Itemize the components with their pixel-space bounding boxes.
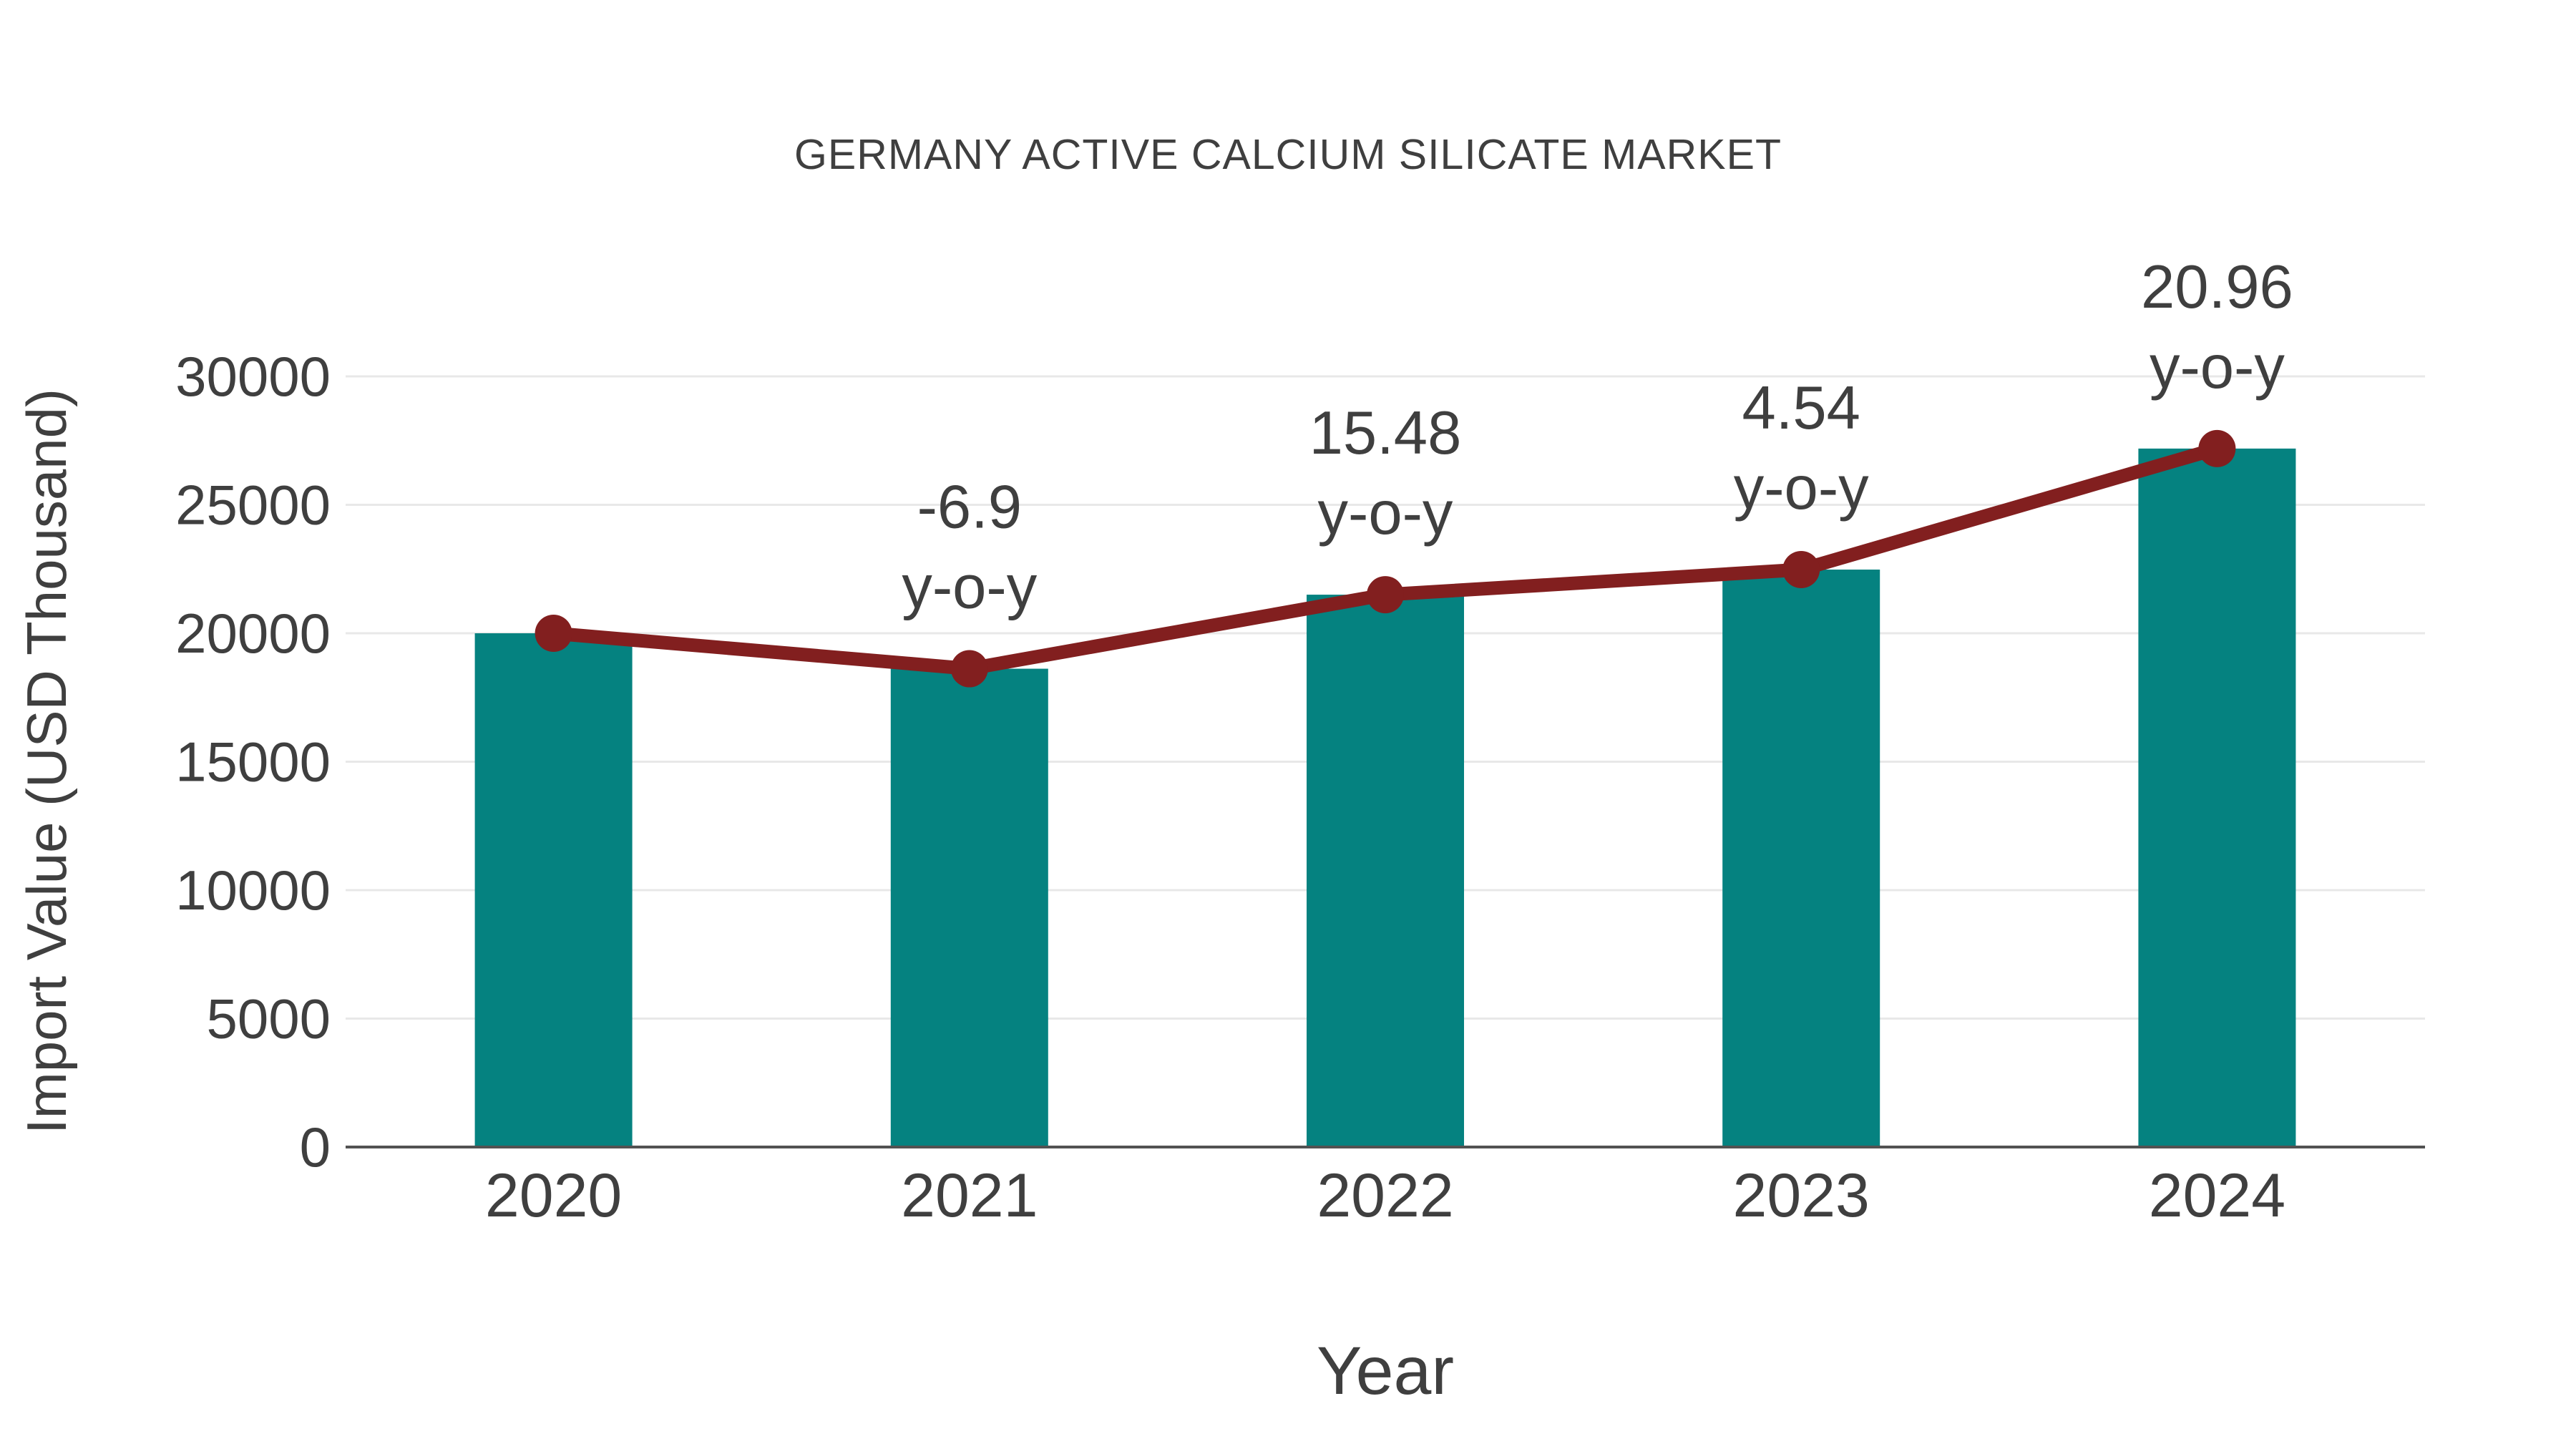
data-point-marker-2021: [950, 650, 988, 688]
trend-line-group: [535, 429, 2236, 688]
bar-2021: [890, 668, 1048, 1147]
bar-2022: [1307, 595, 1464, 1147]
bars-group: [474, 448, 2296, 1147]
x-tick-label-2022: 2022: [1317, 1161, 1453, 1230]
yoy-annotation-value-2023: 4.54: [1742, 374, 1860, 442]
data-point-marker-2023: [1782, 551, 1820, 589]
x-tick-label-2024: 2024: [2149, 1161, 2285, 1230]
data-point-marker-2022: [1367, 576, 1404, 614]
yoy-annotation-suffix-2023: y-o-y: [1734, 454, 1869, 522]
x-tick-label-2023: 2023: [1733, 1161, 1870, 1230]
yoy-annotation-value-2022: 15.48: [1309, 399, 1462, 467]
annotations-group: -6.9 y-o-y 15.48 y-o-y 4.54 y-o-y 20.96 y-o-y: [902, 253, 2293, 622]
y-tick-label-20000: 20000: [175, 602, 331, 665]
chart-title: GERMANY ACTIVE CALCIUM SILICATE MARKET: [794, 131, 1782, 178]
y-tick-label-25000: 25000: [175, 474, 331, 537]
y-tick-labels-group: 0 5000 10000 15000 20000 25000 30000: [175, 345, 331, 1179]
bar-2023: [1722, 570, 1880, 1147]
y-tick-label-10000: 10000: [175, 859, 331, 922]
y-tick-label-30000: 30000: [175, 345, 331, 408]
yoy-annotation-value-2021: -6.9: [917, 474, 1022, 542]
y-tick-label-0: 0: [300, 1116, 331, 1179]
bar-2020: [474, 633, 633, 1147]
yoy-annotation-value-2024: 20.96: [2141, 253, 2293, 321]
x-tick-labels-group: 2020 2021 2022 2023 2024: [485, 1161, 2285, 1230]
data-point-marker-2020: [535, 615, 572, 652]
y-tick-label-15000: 15000: [175, 731, 331, 794]
y-tick-label-5000: 5000: [206, 987, 331, 1050]
y-axis-title: Import Value (USD Thousand): [15, 389, 78, 1134]
data-point-marker-2024: [2198, 429, 2236, 467]
yoy-annotation-suffix-2022: y-o-y: [1318, 479, 1453, 547]
yoy-annotation-suffix-2021: y-o-y: [902, 554, 1037, 622]
bar-2024: [2138, 448, 2296, 1147]
yoy-annotation-suffix-2024: y-o-y: [2150, 333, 2285, 401]
x-tick-label-2021: 2021: [901, 1161, 1038, 1230]
x-axis-title: Year: [1317, 1333, 1454, 1409]
x-tick-label-2020: 2020: [485, 1161, 622, 1230]
